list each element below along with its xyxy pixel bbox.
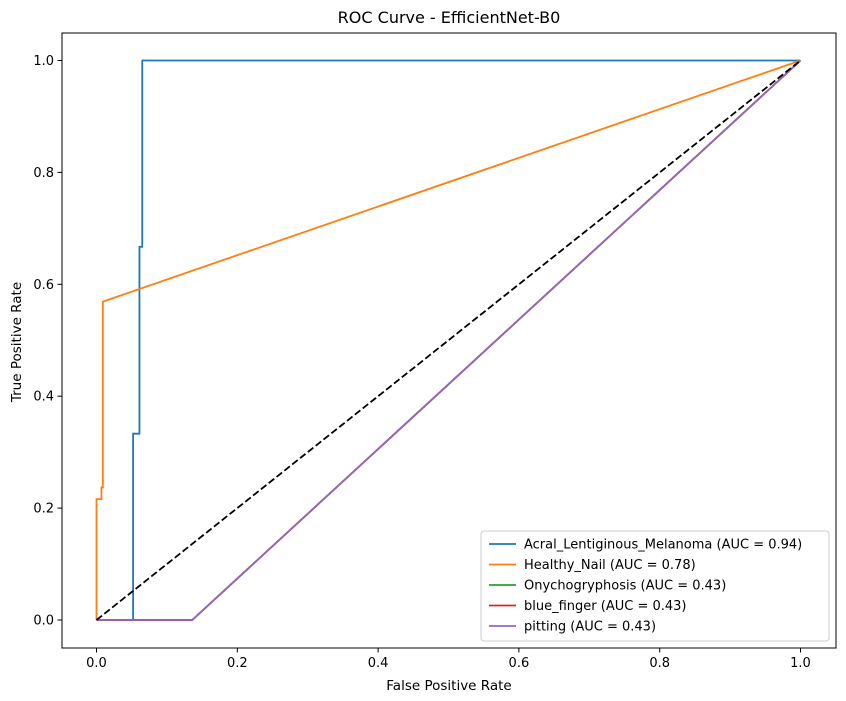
y-tick-label: 0.2	[33, 502, 54, 517]
x-tick-label: 0.8	[649, 656, 670, 671]
series-line-1	[95, 59, 801, 620]
plot-area: 0.0 0.2 0.4 0.6 0.8 1.0 0.0 0.2 0.4 0.6 0.8 1.0	[33, 32, 837, 671]
legend-entry-3: blue_finger (AUC = 0.43)	[524, 599, 687, 614]
legend-entry-4: pitting (AUC = 0.43)	[524, 620, 656, 635]
legend-entry-2: Onychogryphosis (AUC = 0.43)	[524, 579, 726, 594]
x-tick-label: 1.0	[790, 656, 811, 671]
legend-box	[480, 530, 830, 642]
x-tick-label: 0.0	[86, 656, 107, 671]
y-tick-label: 0.6	[33, 278, 54, 293]
x-tick-label: 0.6	[509, 656, 530, 671]
x-axis-label: False Positive Rate	[386, 678, 511, 694]
series-line-4	[96, 59, 802, 621]
legend: Acral_Lentiginous_Melanoma (AUC = 0.94) H…	[480, 530, 830, 642]
legend-entry-1: Healthy_Nail (AUC = 0.78)	[524, 558, 696, 573]
legend-entry-0: Acral_Lentiginous_Melanoma (AUC = 0.94)	[524, 538, 802, 553]
x-tick-label: 0.4	[368, 656, 389, 671]
y-tick-label: 1.0	[33, 54, 54, 69]
y-tick-label: 0.8	[33, 166, 54, 181]
y-tick-label: 0.0	[33, 614, 54, 629]
series-line-0	[96, 59, 801, 621]
axes-frame	[61, 32, 837, 649]
y-axis-label: True Positive Rate	[9, 282, 25, 403]
x-tick-label: 0.2	[227, 656, 248, 671]
y-tick-label: 0.4	[33, 390, 54, 405]
chart-title: ROC Curve - EfficientNet-B0	[338, 8, 561, 27]
